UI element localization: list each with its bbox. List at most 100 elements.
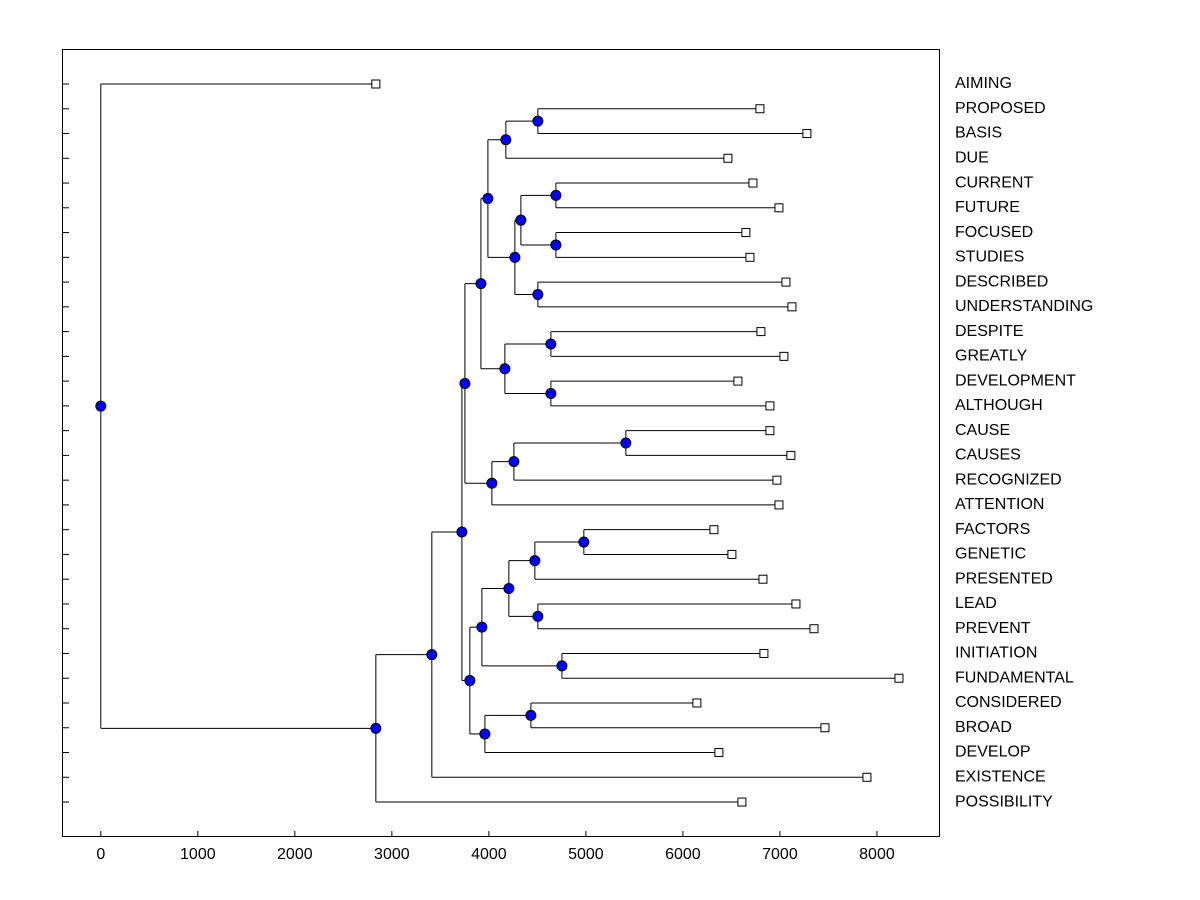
markers xyxy=(95,79,904,807)
node-marker xyxy=(532,288,544,300)
leaf-label: BROAD xyxy=(955,719,1012,736)
leaf-marker xyxy=(862,772,872,782)
leaf-label: ALTHOUGH xyxy=(955,397,1043,414)
node-marker xyxy=(578,536,590,548)
x-tick-label: 1000 xyxy=(180,846,216,863)
node-marker xyxy=(426,649,438,661)
node-marker xyxy=(550,239,562,251)
node-marker xyxy=(550,189,562,201)
leaf-label: POSSIBILITY xyxy=(955,793,1053,810)
leaf-label: RECOGNIZED xyxy=(955,471,1062,488)
x-tick-label: 2000 xyxy=(277,846,313,863)
leaf-label: INITIATION xyxy=(955,645,1037,662)
node-marker xyxy=(556,660,568,672)
leaf-label: AIMING xyxy=(955,75,1012,92)
node-marker xyxy=(545,338,557,350)
leaf-marker xyxy=(809,624,819,634)
leaf-label: GENETIC xyxy=(955,546,1026,563)
leaf-label: FUNDAMENTAL xyxy=(955,669,1074,686)
node-marker xyxy=(476,621,488,633)
leaf-label: FACTORS xyxy=(955,521,1030,538)
leaf-marker xyxy=(779,351,789,361)
leaf-marker xyxy=(758,574,768,584)
node-marker xyxy=(508,456,520,468)
x-tick-label: 8000 xyxy=(859,846,895,863)
leaf-marker xyxy=(765,401,775,411)
node-marker xyxy=(515,214,527,226)
x-tick-label: 0 xyxy=(96,846,105,863)
leaf-label: DESPITE xyxy=(955,323,1023,340)
node-marker xyxy=(95,400,107,412)
leaf-marker xyxy=(787,302,797,312)
leaf-label: ATTENTION xyxy=(955,496,1044,513)
leaf-marker xyxy=(820,723,830,733)
leaf-marker xyxy=(692,698,702,708)
node-marker xyxy=(456,526,468,538)
leaf-label: STUDIES xyxy=(955,249,1024,266)
leaf-label: UNDERSTANDING xyxy=(955,298,1093,315)
leaf-marker xyxy=(791,599,801,609)
leaf-marker xyxy=(733,376,743,386)
leaf-label: FOCUSED xyxy=(955,224,1033,241)
x-tick-label: 6000 xyxy=(665,846,701,863)
node-marker xyxy=(475,278,487,290)
node-marker xyxy=(532,610,544,622)
leaf-label: GREATLY xyxy=(955,348,1028,365)
leaf-marker xyxy=(802,129,812,139)
leaf-label: DUE xyxy=(955,149,989,166)
leaf-marker xyxy=(723,153,733,163)
leaf-marker xyxy=(774,203,784,213)
x-tick-label: 7000 xyxy=(762,846,798,863)
node-marker xyxy=(620,437,632,449)
x-tick-label: 3000 xyxy=(374,846,410,863)
leaf-label: PROPOSED xyxy=(955,100,1046,117)
node-marker xyxy=(500,134,512,146)
node-marker xyxy=(482,193,494,205)
leaf-marker xyxy=(772,475,782,485)
leaf-marker xyxy=(371,79,381,89)
leaf-label: DEVELOP xyxy=(955,744,1031,761)
node-marker xyxy=(545,388,557,399)
leaf-marker xyxy=(756,327,766,337)
leaf-label: PRESENTED xyxy=(955,570,1053,587)
leaf-marker xyxy=(737,797,747,807)
leaf-label: FUTURE xyxy=(955,199,1020,216)
leaf-marker xyxy=(759,648,769,658)
leaf-label: EXISTENCE xyxy=(955,768,1046,785)
leaf-marker xyxy=(745,252,755,262)
leaf-marker xyxy=(786,450,796,460)
node-marker xyxy=(525,709,537,721)
leaf-marker xyxy=(765,426,775,436)
node-marker xyxy=(499,363,511,375)
leaf-marker xyxy=(727,549,737,559)
node-marker xyxy=(459,377,471,389)
leaf-marker xyxy=(741,228,751,238)
leaf-label: PREVENT xyxy=(955,620,1031,637)
node-marker xyxy=(464,675,476,687)
node-marker xyxy=(370,722,382,734)
leaf-label: CAUSES xyxy=(955,447,1021,464)
leaf-marker xyxy=(894,673,904,683)
leaf-marker xyxy=(748,178,758,188)
node-marker xyxy=(509,251,521,263)
leaf-marker xyxy=(709,525,719,535)
x-tick-label: 5000 xyxy=(568,846,604,863)
node-marker xyxy=(529,555,541,567)
leaf-marker xyxy=(781,277,791,287)
leaf-label: DESCRIBED xyxy=(955,273,1048,290)
leaf-label: CONSIDERED xyxy=(955,694,1062,711)
leaf-label: CURRENT xyxy=(955,174,1033,191)
node-marker xyxy=(479,728,491,740)
leaf-marker xyxy=(714,748,724,758)
node-marker xyxy=(532,115,544,127)
leaf-label: LEAD xyxy=(955,595,997,612)
plot-frame xyxy=(62,49,940,837)
leaf-label: CAUSE xyxy=(955,422,1010,439)
node-marker xyxy=(503,582,515,594)
leaf-label: DEVELOPMENT xyxy=(955,372,1076,389)
leaf-marker xyxy=(774,500,784,510)
node-marker xyxy=(486,477,498,489)
leaf-marker xyxy=(755,104,765,114)
